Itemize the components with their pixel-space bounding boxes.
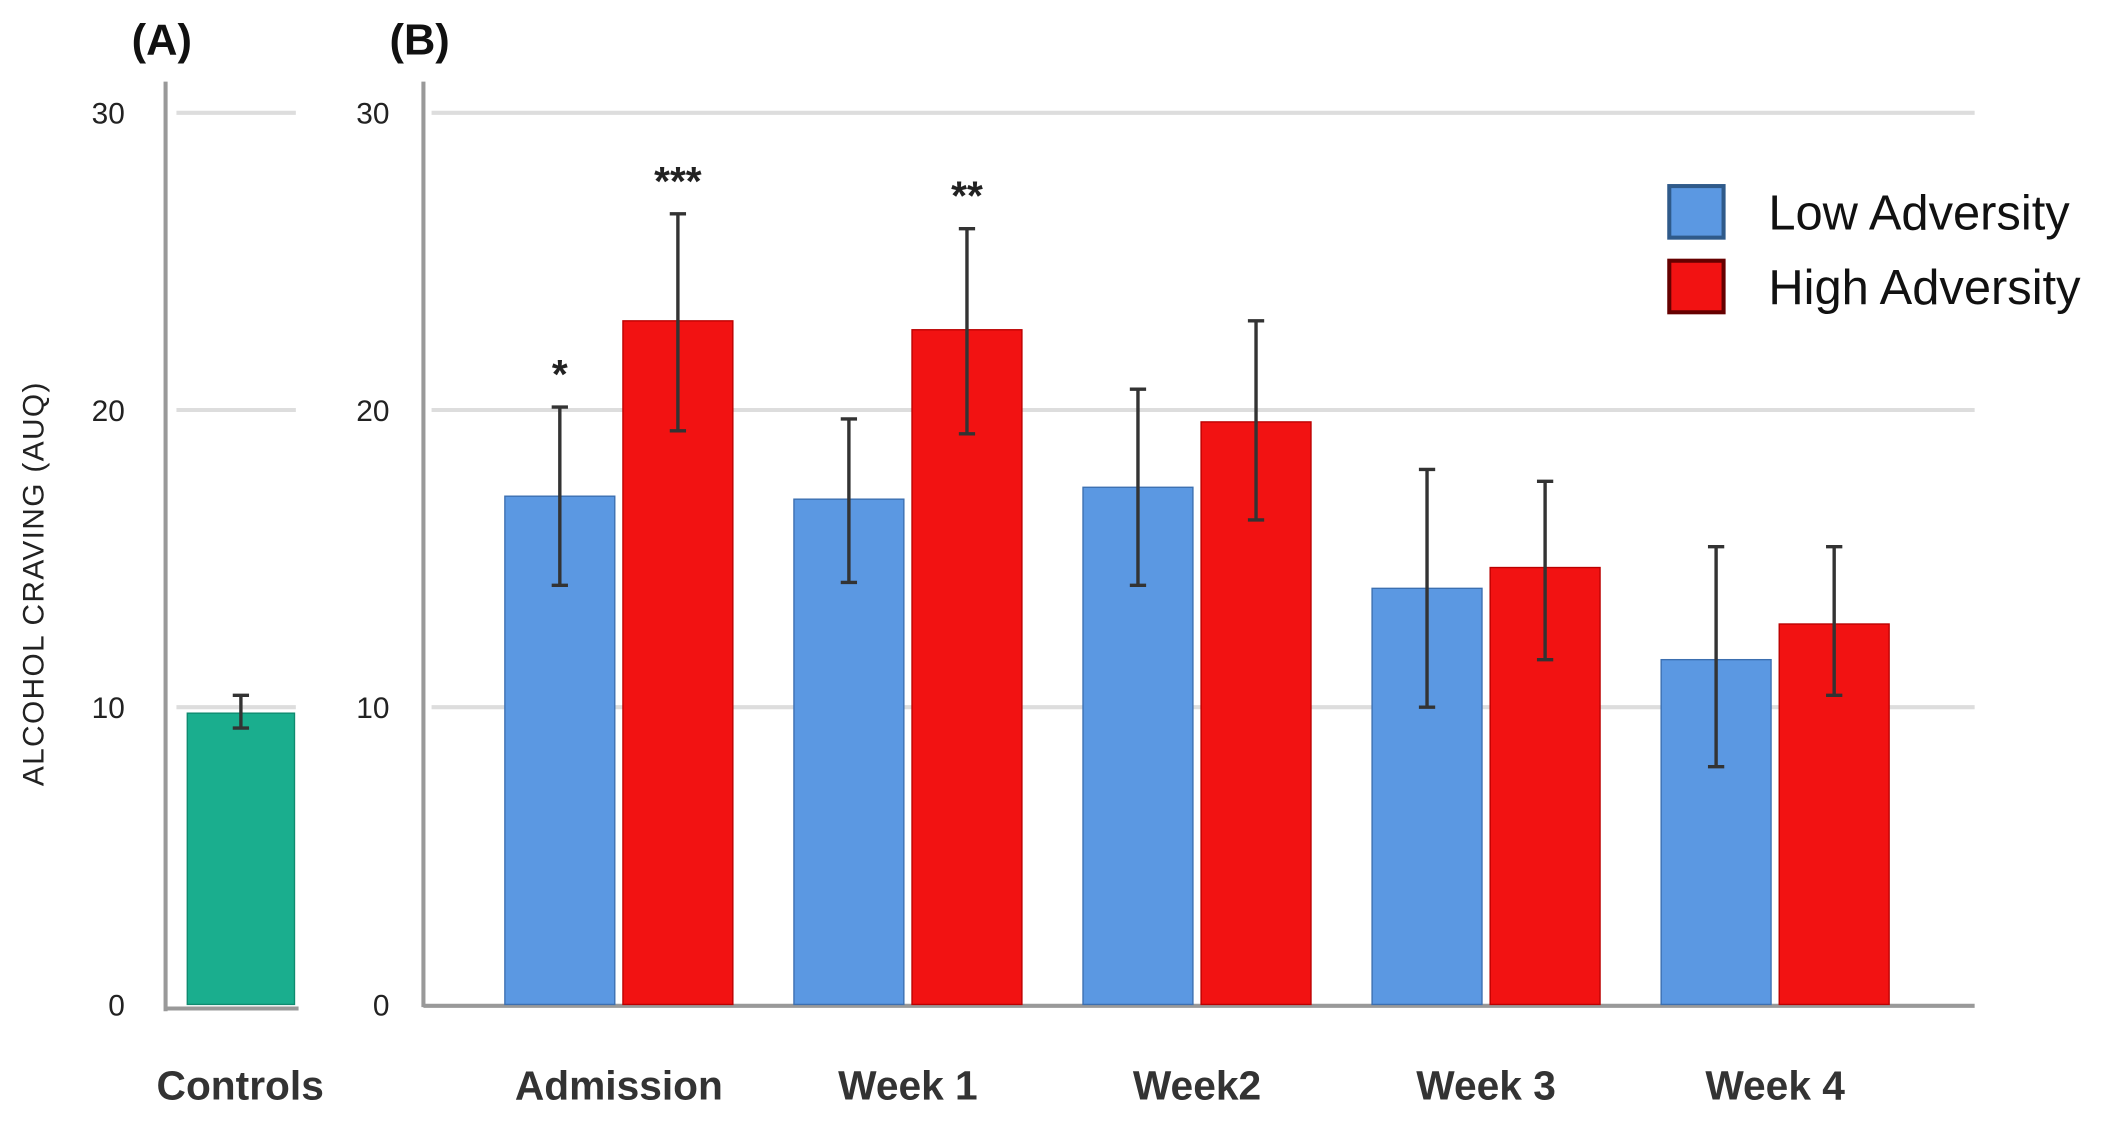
legend-swatch	[1667, 258, 1726, 315]
bar-controls	[186, 712, 296, 1006]
panel-label-a: (A)	[132, 16, 192, 64]
y-tick-a: 20	[92, 395, 125, 428]
y-tick-b: 0	[373, 989, 390, 1022]
y-axis-label: ALCOHOL CRAVING (AUQ)	[17, 381, 50, 786]
y-tick-a: 10	[92, 692, 125, 725]
y-tick-a: 30	[92, 98, 125, 131]
x-tick-b: Week 3	[1416, 1062, 1556, 1108]
significance-marker: **	[951, 173, 983, 219]
x-tick-b: Week2	[1133, 1062, 1261, 1108]
x-tick-b: Week 1	[838, 1062, 978, 1108]
x-tick-b: Week 4	[1705, 1062, 1845, 1108]
y-tick-b: 30	[356, 98, 389, 131]
y-tick-b: 10	[356, 692, 389, 725]
legend-label: High Adversity	[1768, 261, 2081, 315]
panel-label-b: (B)	[390, 16, 450, 64]
y-tick-a: 0	[108, 989, 125, 1022]
x-tick-b: Admission	[515, 1062, 723, 1108]
legend-swatch	[1667, 184, 1726, 240]
x-tick-a: Controls	[157, 1062, 324, 1108]
y-tick-b: 20	[356, 395, 389, 428]
bar-high-adversity	[622, 320, 734, 1006]
significance-marker: *	[552, 351, 568, 397]
significance-marker: ***	[654, 158, 702, 204]
legend-label: Low Adversity	[1768, 187, 2070, 241]
